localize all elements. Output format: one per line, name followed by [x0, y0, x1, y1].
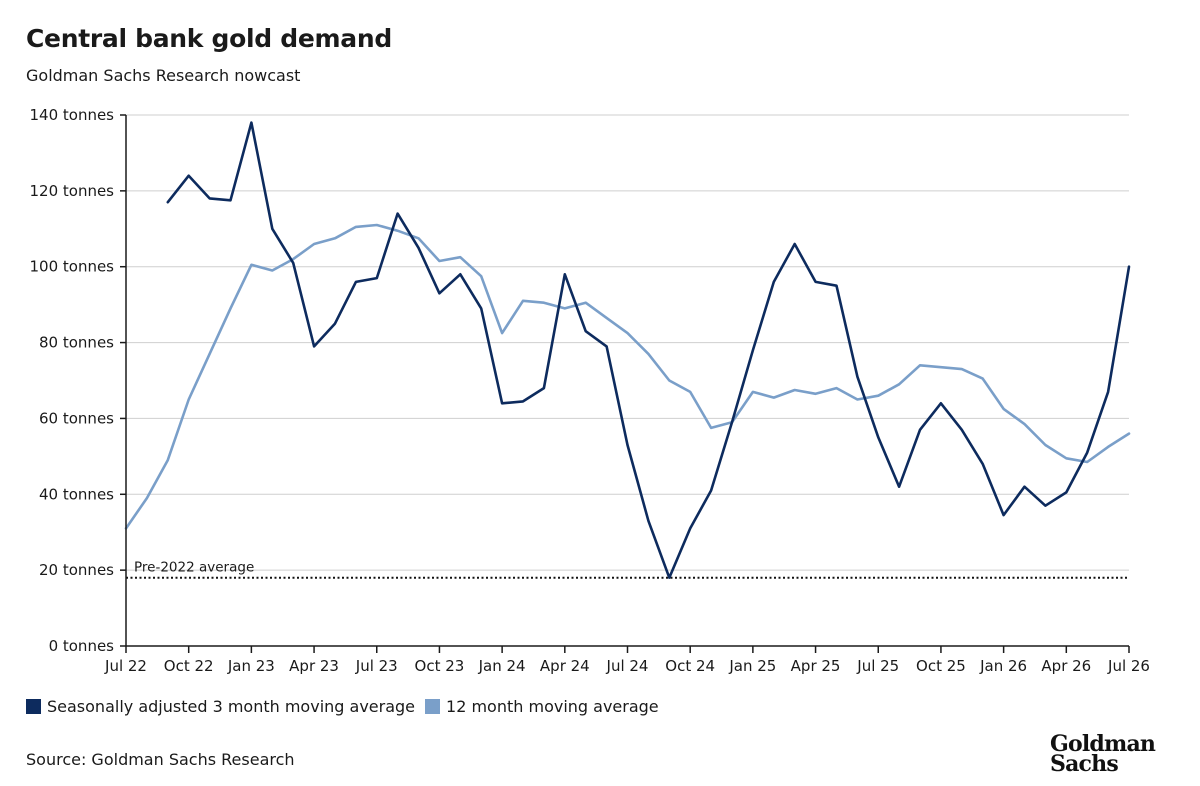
x-tick-label: Jan 23	[227, 657, 275, 675]
x-tick-label: Jul 23	[355, 657, 398, 675]
x-tick-label: Apr 26	[1041, 657, 1091, 675]
reference-line-label: Pre-2022 average	[134, 560, 254, 576]
x-tick-label: Jul 26	[1107, 657, 1150, 675]
legend-swatch-3m	[26, 699, 41, 714]
chart-title: Central bank gold demand	[26, 24, 392, 53]
y-tick-label: 80 tonnes	[39, 334, 114, 352]
y-tick-label: 140 tonnes	[29, 106, 114, 124]
legend-label-3m: Seasonally adjusted 3 month moving avera…	[47, 697, 416, 716]
x-tick-label: Oct 24	[665, 657, 715, 675]
logo-line-1: Goldman	[1050, 731, 1156, 757]
x-tick-label: Oct 23	[415, 657, 465, 675]
y-tick-label: 20 tonnes	[39, 561, 114, 579]
y-tick-label: 40 tonnes	[39, 485, 114, 503]
legend: Seasonally adjusted 3 month moving avera…	[26, 697, 669, 716]
x-tick-label: Jan 26	[979, 657, 1027, 675]
legend-item-12m: 12 month moving average	[425, 697, 659, 716]
x-tick-label: Jul 24	[606, 657, 649, 675]
x-axis-ticks: Jul 22 Oct 22 Jan 23 Apr 23 Jul 23 Oct 23 Jan …	[104, 646, 1150, 675]
source-note: Source: Goldman Sachs Research	[26, 750, 295, 769]
legend-label-12m: 12 month moving average	[446, 697, 659, 716]
x-tick-label: Jul 22	[104, 657, 147, 675]
series-lines	[124, 121, 1131, 580]
logo-line-2: Sachs	[1050, 751, 1119, 777]
series-line-12m	[124, 223, 1131, 530]
x-tick-label: Apr 24	[540, 657, 590, 675]
x-tick-label: Jan 25	[728, 657, 776, 675]
grid-lines	[126, 114, 1129, 571]
y-axis-ticks: 0 tonnes 20 tonnes 40 tonnes 60 tonnes 80 to…	[29, 106, 126, 655]
x-tick-label: Apr 25	[791, 657, 841, 675]
goldman-sachs-logo: Goldman Sachs	[1050, 731, 1156, 777]
series-line-3m	[166, 121, 1131, 580]
x-tick-label: Jan 24	[478, 657, 526, 675]
x-tick-label: Oct 25	[916, 657, 966, 675]
reference-line: Pre-2022 average	[126, 560, 1129, 579]
x-tick-label: Oct 22	[164, 657, 214, 675]
y-tick-label: 60 tonnes	[39, 409, 114, 427]
x-tick-label: Apr 23	[289, 657, 339, 675]
y-tick-label: 0 tonnes	[49, 637, 115, 655]
legend-item-3m: Seasonally adjusted 3 month moving avera…	[26, 697, 415, 716]
chart-subtitle: Goldman Sachs Research nowcast	[26, 66, 301, 85]
x-tick-label: Jul 25	[856, 657, 899, 675]
legend-swatch-12m	[425, 699, 441, 714]
line-chart: 0 tonnes 20 tonnes 40 tonnes 60 tonnes 80 to…	[29, 106, 1150, 675]
y-tick-label: 120 tonnes	[29, 182, 114, 200]
y-tick-label: 100 tonnes	[29, 258, 114, 276]
